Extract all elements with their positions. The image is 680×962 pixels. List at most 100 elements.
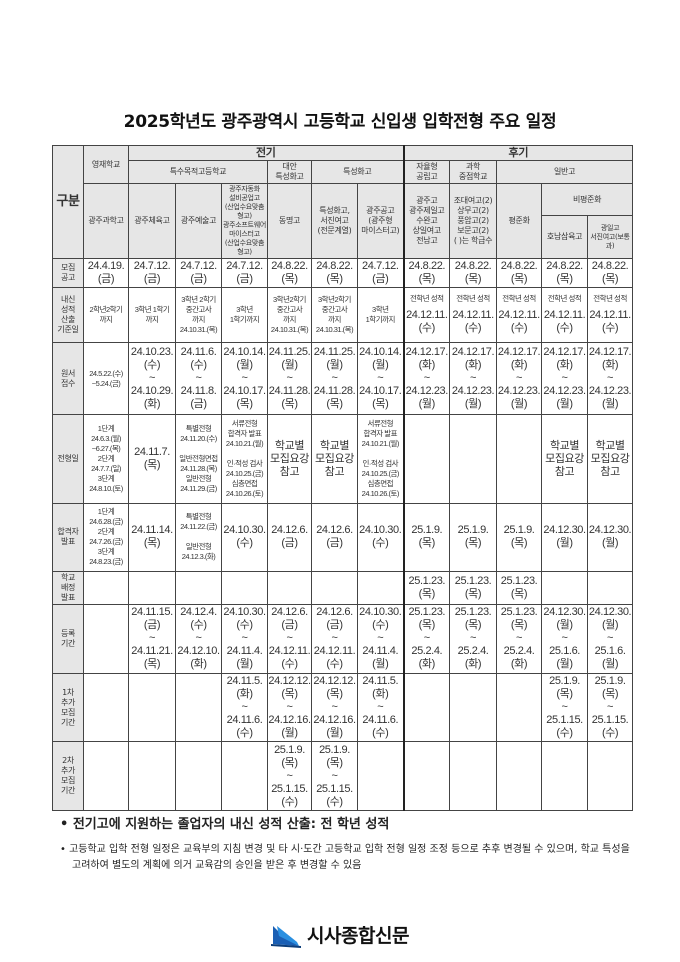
cell-date-text: 25.1.23. (목)	[500, 574, 538, 600]
schedule-cell: 서류전형 합격자 발표 24.10.21.(월) 인·적성 검사 24.10.2…	[356, 414, 405, 505]
schedule-cell: 3학년 2학기 중간고사 까지 24.10.31.(목)	[175, 287, 222, 343]
cell-date-text: 24.8.22. (목)	[316, 260, 353, 286]
schedule-cell: 24.12.17. (화) ~ 24.12.23. (월)	[449, 341, 498, 416]
cell-date-text: 24.7.12. (금)	[180, 260, 217, 286]
schedule-cell: 24.7.12. (금)	[221, 257, 268, 289]
schedule-cell: 24.12.12. (목) ~ 24.12.16. (월)	[311, 672, 358, 743]
cell-date-text: 24.11.14. (목)	[131, 524, 173, 550]
publisher-logo: 시사종합신문	[271, 908, 409, 948]
schedule-cell	[496, 741, 543, 811]
cell-date-text: 24.12.17. (화) ~ 24.12.23. (월)	[497, 346, 541, 411]
note-grade-calculation: • 전기고에 지원하는 졸업자의 내신 성적 산출: 전 학년 성적	[60, 817, 390, 832]
cell-date-text: 24.10.14. (월) ~ 24.10.17. (목)	[223, 346, 266, 411]
schedule-cell: 24.8.22. (목)	[449, 257, 498, 289]
schedule-cell: 25.1.23. (목)	[449, 570, 498, 606]
schedule-cell	[128, 741, 176, 811]
schedule-cell: 24.10.23. (수) ~ 24.10.29. (화)	[128, 341, 176, 416]
schedule-cell	[175, 570, 222, 606]
cell-date-text: 24.10.23. (수) ~ 24.10.29. (화)	[130, 346, 174, 411]
schedule-cell	[356, 570, 405, 606]
schedule-cell: 학교별 모집요강 참고	[541, 414, 589, 505]
cell-date-text: 24.11.7. (목)	[134, 446, 170, 472]
schedule-cell	[541, 741, 589, 811]
cell-detail-text: 특별전형 24.11.20.(수) 일반전형면접 24.11.28.(목) 일반…	[179, 424, 218, 494]
row-label: 등록 기간	[52, 604, 84, 674]
schedule-cell: 24.7.12. (금)	[128, 257, 176, 289]
row-label: 1차 추가 모집 기간	[52, 672, 84, 743]
publisher-name: 시사종합신문	[307, 925, 409, 947]
cell-date-text: 24.10.30. (수)	[223, 524, 266, 550]
schedule-cell: 24.7.12. (금)	[175, 257, 222, 289]
cell-detail-text: 3학년 1학기 까지	[134, 304, 170, 324]
cell-date-text: 24.12.11. (수)	[406, 309, 448, 335]
schedule-cell: 25.1.23. (목) ~ 25.2.4. (화)	[496, 604, 543, 674]
cell-date-text: 24.12.6. (금) ~ 24.12.11. (수)	[313, 606, 356, 671]
schedule-row: 합격자 발표 1단계 24.6.28.(금) 2단계 24.7.26.(금) 3단…	[52, 503, 634, 572]
schedule-cell: 24.5.22.(수) ~5.24.(금)	[83, 341, 129, 416]
schedule-cell	[83, 604, 129, 674]
school-gwangju-sci: 광주과학고	[83, 183, 129, 259]
schedule-cell	[402, 741, 451, 811]
cell-date-text: 24.12.17. (화) ~ 24.12.23. (월)	[588, 346, 632, 411]
cell-date-text: 24.12.30. (월) ~ 25.1.6. (월)	[588, 606, 632, 671]
cell-date-text: 24.8.22. (목)	[271, 260, 308, 286]
schedule-cell: 1단계 24.6.28.(금) 2단계 24.7.26.(금) 3단계 24.8…	[83, 503, 129, 572]
schedule-cell	[402, 672, 451, 743]
schedule-cell	[311, 570, 358, 606]
cell-date-text: 24.12.11. (수)	[452, 309, 494, 335]
cell-note: 전학년 성적	[593, 294, 627, 304]
cell-detail-text: 3학년2학기 중간고사 까지 24.10.31.(목)	[270, 294, 309, 334]
schedule-cell: 24.10.30. (수) ~ 24.11.4. (월)	[221, 604, 268, 674]
schedule-cell: 24.10.30. (수) ~ 24.11.4. (월)	[356, 604, 405, 674]
schedule-cell: 24.12.12. (목) ~ 24.12.16. (월)	[267, 672, 312, 743]
header-yeongjae: 영재학교	[83, 145, 129, 184]
cell-detail-text: 서류전형 합격자 발표 24.10.21.(월) 인·적성 검사 24.10.2…	[225, 419, 264, 499]
schedule-cell: 25.1.9. (목) ~ 25.1.15. (수)	[541, 672, 589, 743]
cell-date-text: 24.8.22. (목)	[500, 260, 538, 286]
schedule-cell: 24.12.30. (월)	[541, 503, 589, 572]
schedule-cell: 3학년 1학기까지	[221, 287, 268, 343]
cell-date-text: 25.1.23. (목) ~ 25.2.4. (화)	[500, 606, 538, 671]
schedule-cell: 24.12.4. (수) ~ 24.12.10. (화)	[175, 604, 222, 674]
schedule-row: 1차 추가 모집 기간 24.11.5. (화) ~ 24.11.6. (수) 24…	[52, 672, 634, 743]
cell-date-text: 25.1.9. (목) ~ 25.1.15. (수)	[271, 743, 308, 808]
schedule-cell: 24.8.22. (목)	[496, 257, 543, 289]
cell-date-text: 24.12.6. (금)	[316, 524, 353, 550]
schedule-cell: 24.11.7. (목)	[128, 414, 176, 505]
row-label: 전형일	[52, 414, 84, 505]
cell-date-text: 25.1.9. (목)	[503, 524, 535, 550]
schedule-cell: 24.11.15. (금) ~ 24.11.21. (목)	[128, 604, 176, 674]
schedule-cell	[541, 570, 589, 606]
cell-date-text: 24.11.5. (화) ~ 24.11.6. (수)	[226, 675, 263, 739]
schedule-cell	[221, 570, 268, 606]
cell-detail-text: 3학년 1학기까지	[229, 304, 260, 324]
cell-date-text: 24.12.30. (월)	[543, 524, 586, 550]
row-label: 2차 추가 모집 기간	[52, 741, 84, 811]
schedule-cell: 서류전형 합격자 발표 24.10.21.(월) 인·적성 검사 24.10.2…	[221, 414, 268, 505]
cell-date-text: 24.12.30. (월) ~ 25.1.6. (월)	[543, 606, 586, 671]
school-pyeongjun: 평준화	[496, 183, 543, 259]
cell-date-text: 24.8.22. (목)	[546, 260, 583, 286]
cell-date-text: 24.10.30. (수)	[359, 524, 402, 550]
schedule-cell: 24.12.30. (월) ~ 25.1.6. (월)	[587, 604, 634, 674]
cell-date-text: 학교별 모집요강 참고	[545, 439, 584, 478]
schedule-cell: 24.12.6. (금)	[311, 503, 358, 572]
cell-date-text: 24.12.6. (금) ~ 24.12.11. (수)	[268, 606, 311, 671]
admission-schedule-table: 구분 영재학교 전기 후기 특수목적고등학교 대안 특성화고 특성화고 자율형 …	[52, 145, 634, 811]
cell-date-text: 24.12.11. (수)	[589, 309, 631, 335]
cell-date-text: 25.1.9. (목)	[411, 524, 443, 550]
schedule-cell: 25.1.9. (목)	[402, 503, 451, 572]
schedule-cell: 24.8.22. (목)	[311, 257, 358, 289]
cell-date-text: 24.7.12. (금)	[133, 260, 171, 286]
header-bipyeongjun: 비평준화	[541, 182, 634, 217]
cell-date-text: 24.11.5. (화) ~ 24.11.6. (수)	[362, 675, 399, 739]
schedule-cell: 24.12.17. (화) ~ 24.12.23. (월)	[587, 341, 634, 416]
cell-date-text: 24.7.12. (금)	[226, 260, 263, 286]
schedule-cell	[449, 672, 498, 743]
schedule-row: 전형일 1단계 24.6.3.(월) ~6.27.(목) 2단계 24.7.7.(…	[52, 414, 634, 505]
schedule-cell: 25.1.9. (목) ~ 25.1.15. (수)	[587, 672, 634, 743]
school-gwangju-tech: 광주공고 (광주형 마이스터고)	[356, 183, 405, 259]
cell-date-text: 24.4.19. (금)	[87, 260, 125, 286]
note-schedule-change: • 고등학교 입학 전형 일정은 교육부의 지침 변경 및 타 시·도간 고등학…	[60, 844, 630, 871]
